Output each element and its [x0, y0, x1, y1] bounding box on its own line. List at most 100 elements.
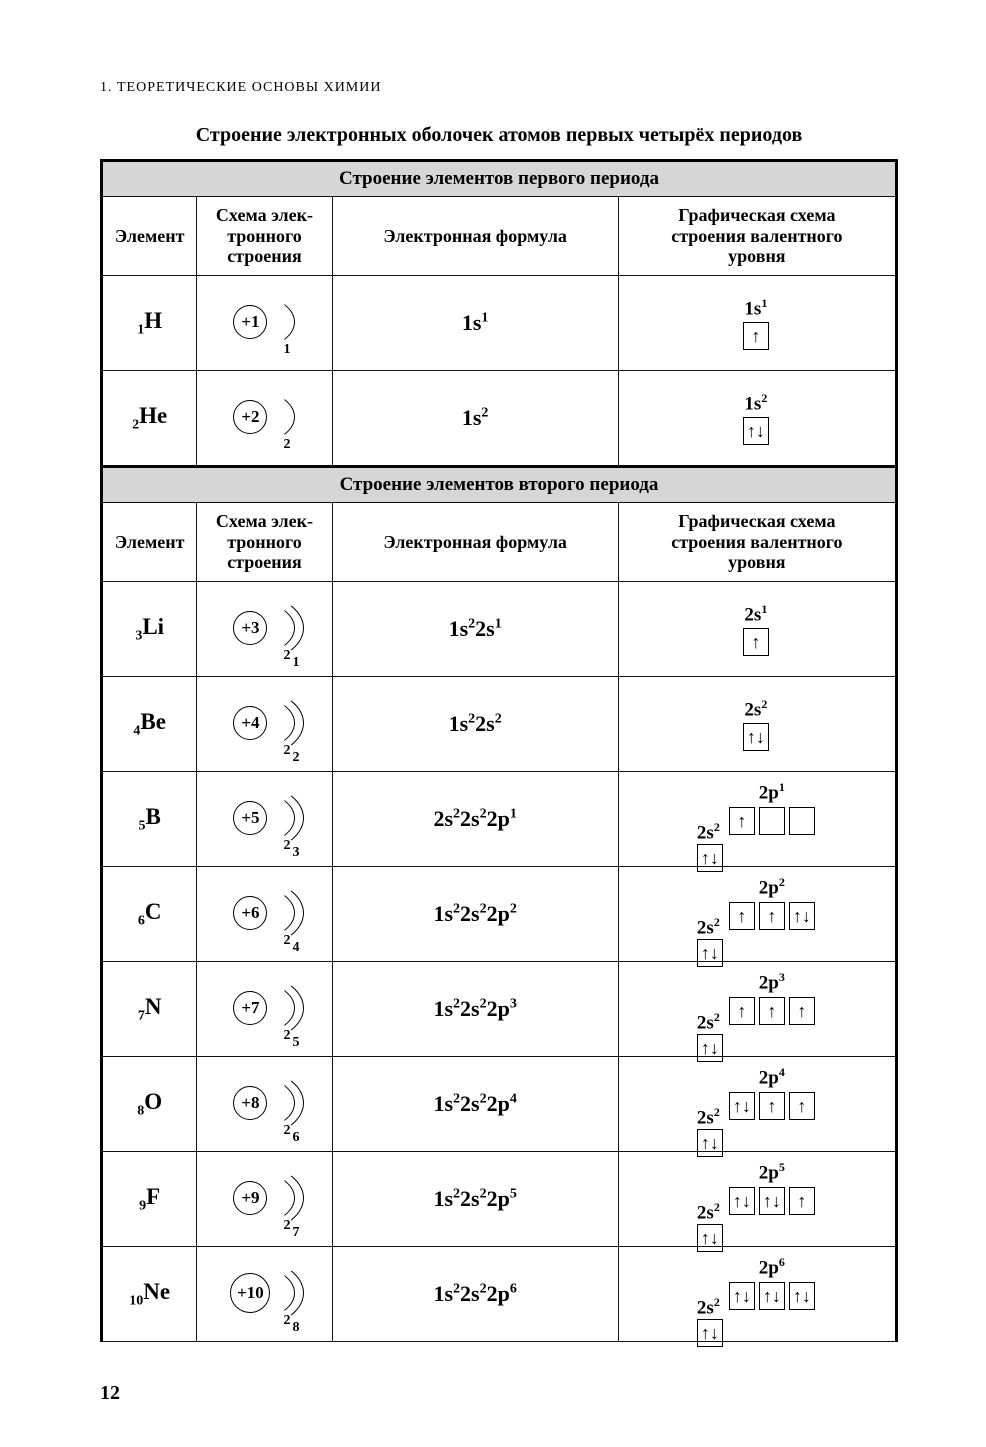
sublevel-s: 2s2 ↑↓ — [743, 697, 769, 751]
orbital-box: ↑↓ — [759, 1282, 785, 1310]
orbital-box: ↑ — [743, 628, 769, 656]
sublevel-s-label: 2s2 — [697, 1010, 720, 1034]
element-cell: 4Be — [102, 677, 197, 772]
element-cell: 1H — [102, 276, 197, 371]
graphic-cell: 2s2 2p4 ↑↓↑↑ ↑↓ — [618, 1057, 896, 1152]
sublevel-label: 1s1 — [743, 296, 769, 320]
orbital-boxes: ↑↑↑↓ — [729, 902, 815, 930]
element-row: 7N +725 1s22s22p3 2s2 2p3 ↑↑↑ ↑↓ — [102, 962, 897, 1057]
element-cell: 7N — [102, 962, 197, 1057]
orbital-box: ↑ — [729, 902, 755, 930]
bohr-scheme: +725 — [209, 977, 319, 1041]
formula-cell: 1s22s22p5 — [332, 1152, 618, 1247]
orbital-box: ↑↓ — [789, 902, 815, 930]
shell-count: 7 — [292, 1225, 299, 1241]
element-row: 4Be +422 1s22s2 2s2 ↑↓ — [102, 677, 897, 772]
formula-cell: 1s22s22p3 — [332, 962, 618, 1057]
column-header-row: Элемент Схема элек-тронногостроения Элек… — [102, 503, 897, 582]
element-row: 10Ne +1028 1s22s22p6 2s2 2p6 ↑↓↑↓↑↓ ↑↓ — [102, 1247, 897, 1342]
scheme-cell: +422 — [197, 677, 332, 772]
section-title: Строение элементов второго периода — [102, 467, 897, 503]
orbital-box: ↑↓ — [697, 844, 723, 872]
element-row: 8O +826 1s22s22p4 2s2 2p4 ↑↓↑↑ ↑↓ — [102, 1057, 897, 1152]
sublevel-s-label: 2s2 — [697, 820, 720, 844]
orbital-box: ↑↓ — [697, 1319, 723, 1347]
shell-count: 3 — [292, 845, 299, 861]
scheme-cell: +826 — [197, 1057, 332, 1152]
orbital-box: ↑↓ — [729, 1187, 755, 1215]
col-scheme: Схема элек-тронногостроения — [197, 503, 332, 582]
orbital-box: ↑ — [743, 322, 769, 350]
shell-count: 1 — [283, 342, 290, 358]
orbital-box: ↑↓ — [759, 1187, 785, 1215]
graphic-cell: 2s2 2p2 ↑↑↑↓ ↑↓ — [618, 867, 896, 962]
orbital-box: ↑ — [789, 997, 815, 1025]
bohr-scheme: +11 — [209, 291, 319, 355]
formula-cell: 1s22s1 — [332, 582, 618, 677]
sublevel-p: 2p6 ↑↓↑↓↑↓ — [729, 1255, 815, 1309]
orbital-diagram: 2s2 2p6 ↑↓↑↓↑↓ ↑↓ — [697, 1255, 817, 1332]
scheme-cell: +22 — [197, 371, 332, 467]
orbital-diagram: 2s2 2p2 ↑↑↑↓ ↑↓ — [697, 875, 817, 952]
section-title: Строение элементов первого периода — [102, 161, 897, 197]
sublevel-s-label: 2s2 — [697, 1200, 720, 1224]
col-formula: Электронная формула — [332, 197, 618, 276]
formula-cell: 1s22s22p6 — [332, 1247, 618, 1342]
scheme-cell: +927 — [197, 1152, 332, 1247]
bohr-scheme: +927 — [209, 1167, 319, 1231]
sublevel-s: 1s2 ↑↓ — [743, 391, 769, 445]
orbital-diagram: 2s2 2p4 ↑↓↑↑ ↑↓ — [697, 1065, 817, 1142]
shell-arc — [196, 783, 304, 853]
orbital-boxes: ↑↓ — [697, 939, 723, 967]
orbital-box — [789, 807, 815, 835]
orbital-diagram: 2s1 ↑ — [743, 602, 771, 656]
orbital-boxes: ↑↓ — [697, 1034, 723, 1062]
orbital-box: ↑↓ — [697, 1224, 723, 1252]
page-number: 12 — [100, 1382, 120, 1405]
graphic-cell: 2s2 2p1 ↑ ↑↓ — [618, 772, 896, 867]
element-cell: 10Ne — [102, 1247, 197, 1342]
orbital-boxes: ↑↓ — [743, 723, 769, 751]
sublevel-label: 2p2 — [729, 875, 815, 899]
sublevel-label: 2p4 — [729, 1065, 815, 1089]
formula-cell: 1s22s2 — [332, 677, 618, 772]
orbital-boxes: ↑ — [743, 322, 769, 350]
formula-cell: 1s22s22p2 — [332, 867, 618, 962]
bohr-scheme: +422 — [209, 692, 319, 756]
orbital-box: ↑↓ — [697, 1034, 723, 1062]
bohr-scheme: +826 — [209, 1072, 319, 1136]
scheme-cell: +725 — [197, 962, 332, 1057]
sublevel-s: ↑↓ — [697, 1129, 723, 1157]
graphic-cell: 2s1 ↑ — [618, 582, 896, 677]
shell-count: 2 — [292, 750, 299, 766]
element-row: 6C +624 1s22s22p2 2s2 2p2 ↑↑↑↓ ↑↓ — [102, 867, 897, 962]
sublevel-label: 1s2 — [743, 391, 769, 415]
graphic-cell: 1s2 ↑↓ — [618, 371, 896, 467]
electron-structure-table: Строение элементов первого периода Элеме… — [100, 159, 898, 1342]
formula-cell: 1s1 — [332, 276, 618, 371]
orbital-boxes: ↑↓ — [697, 844, 723, 872]
sublevel-s: 2s1 ↑ — [743, 602, 769, 656]
bohr-scheme: +523 — [209, 787, 319, 851]
graphic-cell: 2s2 2p6 ↑↓↑↓↑↓ ↑↓ — [618, 1247, 896, 1342]
sublevel-p: 2p1 ↑ — [729, 780, 815, 834]
formula-cell: 2s22s22p1 — [332, 772, 618, 867]
col-element: Элемент — [102, 197, 197, 276]
shell-count: 1 — [292, 655, 299, 671]
section-header-row: Строение элементов первого периода — [102, 161, 897, 197]
element-cell: 8O — [102, 1057, 197, 1152]
element-row: 5B +523 2s22s22p1 2s2 2p1 ↑ ↑↓ — [102, 772, 897, 867]
sublevel-label: 2s2 — [743, 697, 769, 721]
element-cell: 3Li — [102, 582, 197, 677]
orbital-boxes: ↑↓ — [697, 1319, 723, 1347]
sublevel-label: 2p3 — [729, 970, 815, 994]
orbital-box: ↑ — [759, 902, 785, 930]
sublevel-label: 2p5 — [729, 1160, 815, 1184]
sublevel-s: ↑↓ — [697, 1224, 723, 1252]
orbital-boxes: ↑↓ — [697, 1129, 723, 1157]
element-cell: 2He — [102, 371, 197, 467]
element-row: 1H +11 1s1 1s1 ↑ — [102, 276, 897, 371]
orbital-diagram: 2s2 2p5 ↑↓↑↓↑ ↑↓ — [697, 1160, 817, 1237]
sublevel-p: 2p5 ↑↓↑↓↑ — [729, 1160, 815, 1214]
orbital-box: ↑↓ — [789, 1282, 815, 1310]
